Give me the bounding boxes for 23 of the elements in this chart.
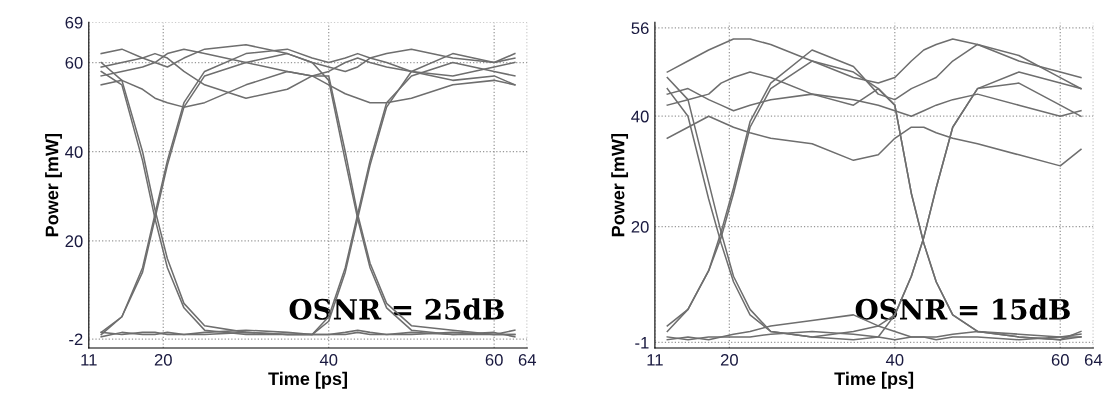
y-tick-label: 20 [631, 220, 649, 233]
x-tick-label: 20 [154, 353, 172, 366]
y-tick-label: 69 [65, 16, 83, 29]
y-tick-label: 40 [65, 146, 83, 158]
x-tick-label: 60 [1051, 353, 1069, 366]
x-tick-label: 60 [485, 353, 503, 366]
x-tick-label: 64 [1084, 353, 1103, 366]
x-tick-label: 40 [885, 353, 904, 366]
x-tick-label: 40 [319, 353, 338, 366]
y-tick-label: 20 [65, 235, 83, 248]
x-tick-label: 11 [81, 354, 97, 366]
y-tick-label: 56 [631, 22, 649, 35]
y-axis-title: Power [mW] [611, 134, 629, 237]
x-tick-label: 11 [647, 354, 663, 366]
x-tick-label: 20 [720, 353, 738, 366]
x-axis-title: Time [ps] [834, 371, 914, 389]
y-tick-label: -2 [69, 333, 83, 346]
y-tick-label: -1 [635, 337, 649, 349]
y-axis-title: Power [mW] [45, 134, 62, 237]
y-tick-label: 60 [65, 56, 83, 69]
x-axis-title: Time [ps] [268, 371, 347, 389]
y-tick-label: 40 [631, 110, 649, 123]
x-tick-label: 64 [518, 353, 537, 366]
